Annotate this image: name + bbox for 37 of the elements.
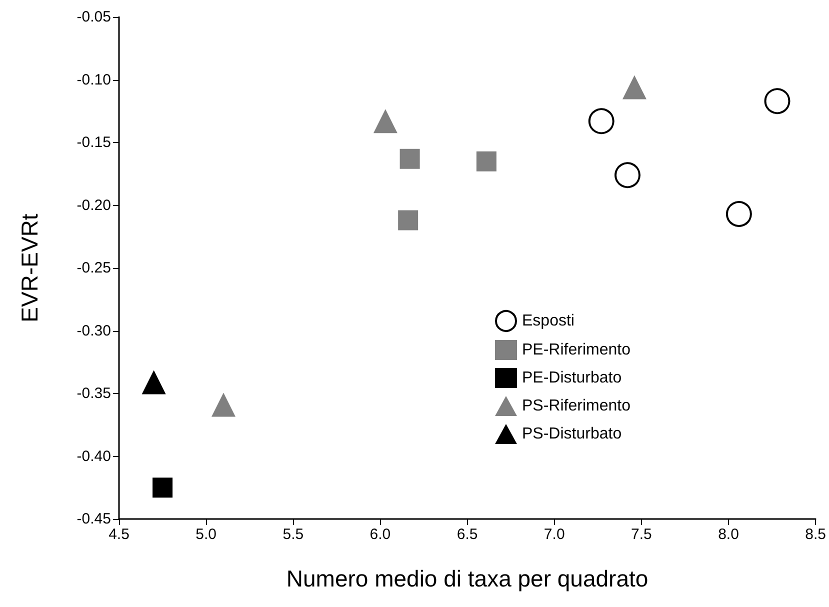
x-tick-label: 5.5 (282, 526, 304, 543)
y-tick-label: -0.40 (76, 448, 111, 465)
point (726, 201, 752, 228)
y-tick-label: -0.10 (76, 71, 111, 88)
legend-label: PS-Riferimento (522, 398, 631, 414)
x-tick-label: 5.0 (196, 526, 216, 543)
legend-label: PE-Disturbato (522, 370, 622, 386)
y-axis-title: EVR-EVRt (16, 213, 42, 322)
legend-label: PE-Riferimento (522, 342, 631, 358)
point (400, 148, 420, 169)
point (373, 109, 398, 134)
point (142, 370, 166, 394)
legend-label: PS-Disturbato (522, 426, 622, 442)
point (476, 151, 496, 172)
x-tick-label: 8.0 (718, 526, 739, 543)
point (211, 392, 236, 417)
y-tick-label: -0.30 (76, 322, 111, 340)
y-tick-label: -0.25 (76, 260, 111, 276)
y-tick-label: -0.15 (76, 134, 111, 151)
point (398, 210, 418, 230)
x-tick-label: 6.0 (370, 526, 391, 543)
y-tick-label: -0.45 (76, 510, 111, 528)
point (764, 88, 790, 114)
x-tick-label: 7.0 (544, 526, 565, 543)
x-tick-label: 7.5 (631, 526, 652, 543)
y-tick-label: -0.05 (76, 8, 111, 26)
x-axis-title: Numero medio di taxa per quadrato (286, 566, 648, 592)
legend-label: Esposti (522, 312, 574, 330)
y-tick-label: -0.35 (76, 385, 111, 402)
y-tick-label: -0.20 (76, 196, 111, 214)
x-tick-label: 4.5 (108, 526, 130, 543)
point (152, 478, 173, 498)
point (622, 75, 646, 100)
x-tick-label: 8.5 (805, 526, 826, 543)
point (588, 108, 614, 134)
point (614, 162, 640, 188)
x-tick-label: 6.5 (456, 526, 478, 543)
